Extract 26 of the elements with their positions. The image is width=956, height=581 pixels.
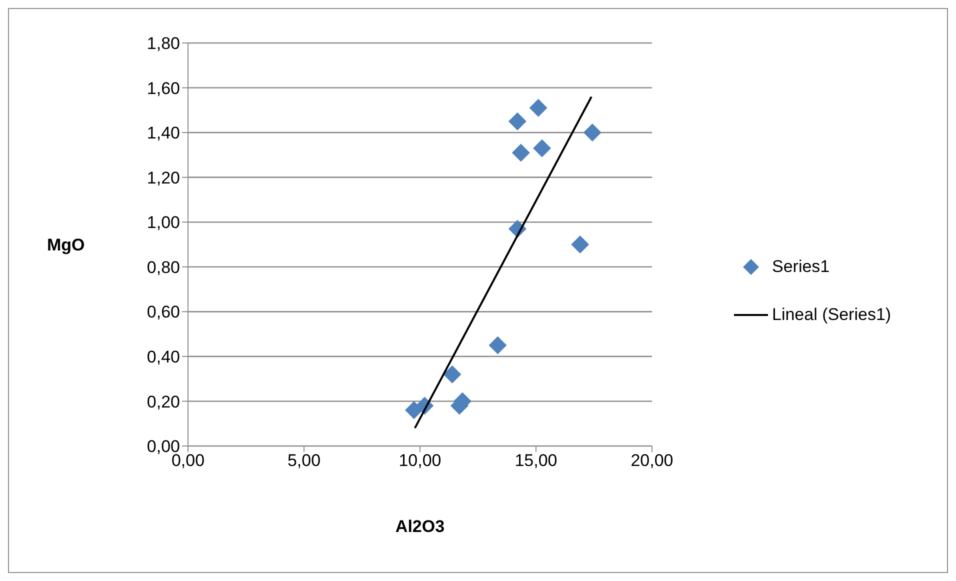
point [571,236,590,254]
point [583,124,602,142]
y-tick-label: 1,40 [146,124,180,143]
x-tick-label: 20,00 [630,451,674,470]
y-tick-label: 1,60 [146,78,180,98]
y-tick-label: 1,80 [146,34,180,54]
x-tick-label: 5,00 [287,451,321,470]
x-tick-label: 0,00 [171,451,205,470]
x-tick-label: 15,00 [514,451,558,470]
y-tick-label: 1,00 [146,213,180,232]
point [512,144,530,162]
y-tick-label: 0,80 [146,258,180,277]
point [533,139,552,158]
legend-label: Series1 [772,256,830,276]
point [443,365,462,384]
legend-label: Lineal (Series1) [772,304,892,324]
point [508,112,526,130]
x-axis-title: Al2O3 [395,517,445,536]
x-tick-label: 10,00 [398,451,442,470]
point [488,336,507,354]
y-tick-label: 0,20 [146,392,180,412]
point [529,98,548,117]
y-tick-label: 0,40 [146,347,180,366]
y-tick-label: 0,60 [146,302,180,322]
y-axis-title: MgO [47,236,85,255]
y-tick-label: 1,20 [146,168,180,188]
